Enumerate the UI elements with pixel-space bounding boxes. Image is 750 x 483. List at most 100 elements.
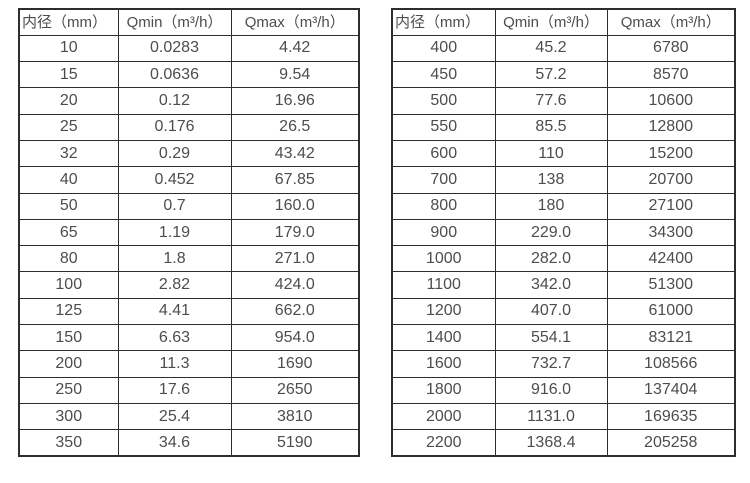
- table-cell: 1000: [391, 245, 496, 273]
- table-cell: 200: [18, 350, 119, 378]
- table-cell: 12800: [606, 113, 736, 141]
- table-cell: 900: [391, 218, 496, 247]
- table-cell: 27100: [606, 192, 736, 220]
- table-cell: 1131.0: [494, 402, 608, 431]
- table-cell: 229.0: [494, 218, 608, 247]
- table-cell: 67.85: [230, 166, 360, 194]
- table-cell: 61000: [606, 297, 736, 326]
- table-row: 80 1.8 271.0: [18, 245, 360, 273]
- table-cell: 15: [18, 61, 119, 89]
- table-cell: 42400: [606, 245, 736, 273]
- table-row: 550 85.5 12800: [391, 113, 736, 141]
- table-row: 2200 1368.4 205258: [391, 429, 736, 457]
- table-cell: 6780: [606, 34, 736, 63]
- table-cell: 15200: [606, 139, 736, 168]
- table-row: 2000 1131.0 169635: [391, 402, 736, 431]
- table-row: 100 2.82 424.0: [18, 271, 360, 299]
- column-header-diameter: 内径（mm）: [18, 8, 119, 36]
- table-cell: 100: [18, 271, 119, 299]
- table-cell: 6.63: [117, 324, 232, 352]
- table-cell: 800: [391, 192, 496, 220]
- table-cell: 57.2: [494, 61, 608, 89]
- table-row: 250 17.6 2650: [18, 376, 360, 404]
- table-cell: 282.0: [494, 245, 608, 273]
- table-cell: 34300: [606, 218, 736, 247]
- table-cell: 250: [18, 376, 119, 404]
- column-header-qmin: Qmin（m³/h）: [117, 8, 232, 36]
- table-cell: 271.0: [230, 245, 360, 273]
- table-cell: 0.452: [117, 166, 232, 194]
- table-row: 125 4.41 662.0: [18, 297, 360, 326]
- table-cell: 179.0: [230, 218, 360, 247]
- table-row: 350 34.6 5190: [18, 429, 360, 457]
- table-row: 300 25.4 3810: [18, 402, 360, 431]
- table-cell: 125: [18, 297, 119, 326]
- table-cell: 25.4: [117, 402, 232, 431]
- table-header: 内径（mm） Qmin（m³/h） Qmax（m³/h）: [391, 8, 736, 36]
- table-cell: 51300: [606, 271, 736, 299]
- table-body: 400 45.2 6780 450 57.2 8570 500 77.6 10600 550 85.…: [391, 34, 736, 457]
- table-cell: 34.6: [117, 429, 232, 457]
- table-cell: 137404: [606, 376, 736, 404]
- table-cell: 108566: [606, 350, 736, 378]
- table-cell: 169635: [606, 402, 736, 431]
- table-cell: 85.5: [494, 113, 608, 141]
- table-row: 1800 916.0 137404: [391, 376, 736, 404]
- table-cell: 8570: [606, 61, 736, 89]
- flow-table-small-diameters: 内径（mm） Qmin（m³/h） Qmax（m³/h） 10 0.0283 4.4…: [18, 8, 360, 458]
- table-cell: 450: [391, 61, 496, 89]
- table-row: 50 0.7 160.0: [18, 192, 360, 220]
- table-cell: 17.6: [117, 376, 232, 404]
- table-cell: 1600: [391, 350, 496, 378]
- table-cell: 10600: [606, 87, 736, 115]
- table-cell: 1100: [391, 271, 496, 299]
- table-cell: 5190: [230, 429, 360, 457]
- column-header-qmin: Qmin（m³/h）: [494, 8, 608, 36]
- table-cell: 700: [391, 166, 496, 194]
- table-cell: 45.2: [494, 34, 608, 63]
- table-cell: 65: [18, 218, 119, 247]
- table-row: 500 77.6 10600: [391, 87, 736, 115]
- table-row: 1100 342.0 51300: [391, 271, 736, 299]
- table-cell: 954.0: [230, 324, 360, 352]
- table-cell: 25: [18, 113, 119, 141]
- table-header: 内径（mm） Qmin（m³/h） Qmax（m³/h）: [18, 8, 360, 36]
- table-cell: 350: [18, 429, 119, 457]
- table-cell: 110: [494, 139, 608, 168]
- column-header-diameter: 内径（mm）: [391, 8, 496, 36]
- table-cell: 4.41: [117, 297, 232, 326]
- table-cell: 50: [18, 192, 119, 220]
- table-cell: 662.0: [230, 297, 360, 326]
- table-cell: 1.19: [117, 218, 232, 247]
- table-row: 900 229.0 34300: [391, 218, 736, 247]
- table-row: 800 180 27100: [391, 192, 736, 220]
- table-row: 1200 407.0 61000: [391, 297, 736, 326]
- table-cell: 400: [391, 34, 496, 63]
- tables-wrap: 内径（mm） Qmin（m³/h） Qmax（m³/h） 10 0.0283 4.4…: [18, 8, 736, 458]
- table-cell: 732.7: [494, 350, 608, 378]
- table-row: 25 0.176 26.5: [18, 113, 360, 141]
- table-cell: 0.0636: [117, 61, 232, 89]
- table-cell: 80: [18, 245, 119, 273]
- table-row: 10 0.0283 4.42: [18, 34, 360, 63]
- table-cell: 916.0: [494, 376, 608, 404]
- table-cell: 2200: [391, 429, 496, 457]
- table-cell: 2.82: [117, 271, 232, 299]
- table-cell: 16.96: [230, 87, 360, 115]
- table-body: 10 0.0283 4.42 15 0.0636 9.54 20 0.12 16.96 25 0.1…: [18, 34, 360, 457]
- table-row: 200 11.3 1690: [18, 350, 360, 378]
- table-cell: 77.6: [494, 87, 608, 115]
- header-row: 内径（mm） Qmin（m³/h） Qmax（m³/h）: [18, 8, 360, 36]
- table-cell: 83121: [606, 324, 736, 352]
- table-cell: 1200: [391, 297, 496, 326]
- table-cell: 2650: [230, 376, 360, 404]
- table-cell: 26.5: [230, 113, 360, 141]
- table-cell: 10: [18, 34, 119, 63]
- table-cell: 424.0: [230, 271, 360, 299]
- table-row: 1000 282.0 42400: [391, 245, 736, 273]
- table-row: 700 138 20700: [391, 166, 736, 194]
- table-row: 1600 732.7 108566: [391, 350, 736, 378]
- table-cell: 0.29: [117, 139, 232, 168]
- column-header-qmax: Qmax（m³/h）: [230, 8, 360, 36]
- table-cell: 180: [494, 192, 608, 220]
